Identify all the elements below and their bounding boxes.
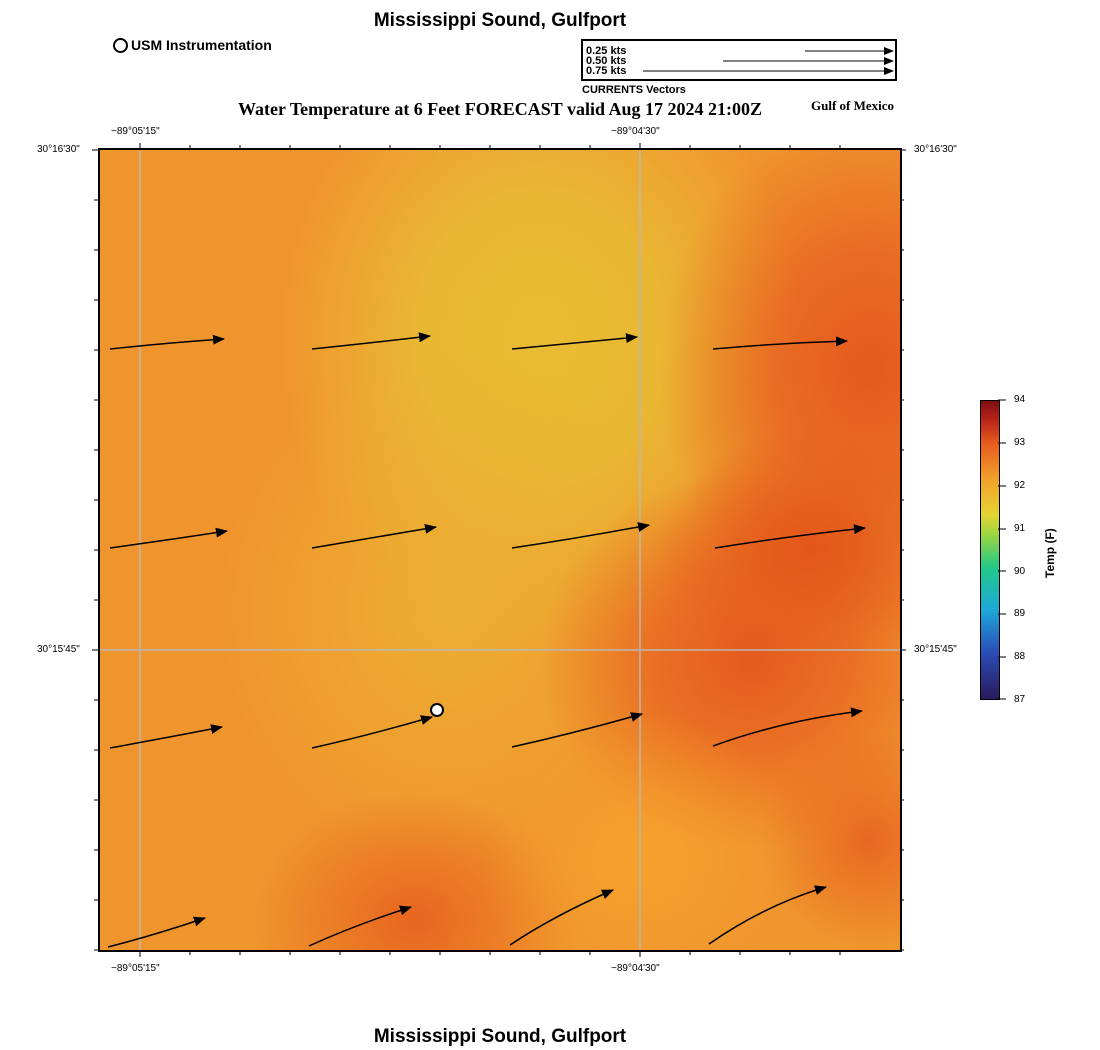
colorbar-tick-91: 91 (1014, 523, 1026, 534)
station-marker (430, 703, 444, 717)
map-title: Water Temperature at 6 Feet FORECAST val… (238, 99, 762, 119)
colorbar-tick-90: 90 (1014, 566, 1026, 577)
usm-legend-label: USM Instrumentation (131, 37, 272, 53)
current-vector (311, 332, 431, 350)
current-vectors (107, 332, 866, 948)
current-vector (311, 523, 437, 549)
colorbar-tick-89: 89 (1014, 608, 1026, 619)
current-vector (109, 527, 228, 549)
site-title-top: Mississippi Sound, Gulfport (373, 10, 627, 31)
lon-label-top-1: −89°05'15" (111, 126, 160, 137)
lat-label-right-1: 30°16'30" (914, 144, 957, 155)
currents-vectors-caption: CURRENTS Vectors (582, 84, 686, 96)
scale-label-025: 0.25 kts (586, 45, 627, 57)
current-vector (511, 333, 638, 350)
map-frame (98, 148, 902, 952)
current-vector (109, 334, 225, 350)
colorbar-ticks (998, 399, 1006, 700)
circle-icon (113, 37, 128, 53)
colorbar-tick-94: 94 (1014, 394, 1026, 405)
site-title-bottom: Mississippi Sound, Gulfport (373, 1026, 627, 1047)
scale-label-075: 0.75 kts (586, 65, 627, 77)
scale-label-050: 0.50 kts (586, 55, 627, 67)
lat-label-left-2: 30°15'45" (37, 644, 80, 655)
current-vector (712, 336, 848, 350)
current-vector (109, 724, 223, 749)
colorbar (980, 400, 1000, 700)
colorbar-tick-93: 93 (1014, 437, 1026, 448)
colorbar-label: Temp (F) (1043, 528, 1057, 578)
current-vector (107, 916, 206, 948)
lon-label-bottom-1: −89°05'15" (111, 963, 160, 974)
colorbar-tick-87: 87 (1014, 694, 1026, 705)
lat-label-left-1: 30°16'30" (37, 144, 80, 155)
current-vector (509, 889, 614, 946)
lon-label-bottom-2: −89°04'30" (611, 963, 660, 974)
colorbar-tick-92: 92 (1014, 480, 1026, 491)
current-vector (511, 522, 650, 549)
usm-legend: USM Instrumentation (113, 37, 272, 53)
temperature-field (100, 150, 900, 950)
colorbar-tick-88: 88 (1014, 651, 1026, 662)
scale-arrows (643, 47, 894, 75)
graticule (100, 150, 900, 950)
current-vector (511, 712, 643, 748)
vector-scale-legend: 0.25 kts 0.50 kts 0.75 kts (581, 39, 897, 81)
current-vector (708, 885, 827, 945)
lat-label-right-2: 30°15'45" (914, 644, 957, 655)
current-vector (712, 707, 863, 747)
current-vector (308, 905, 412, 947)
lon-label-top-2: −89°04'30" (611, 126, 660, 137)
current-vector (714, 524, 866, 549)
current-vector (311, 715, 433, 749)
region-label: Gulf of Mexico (811, 98, 895, 113)
